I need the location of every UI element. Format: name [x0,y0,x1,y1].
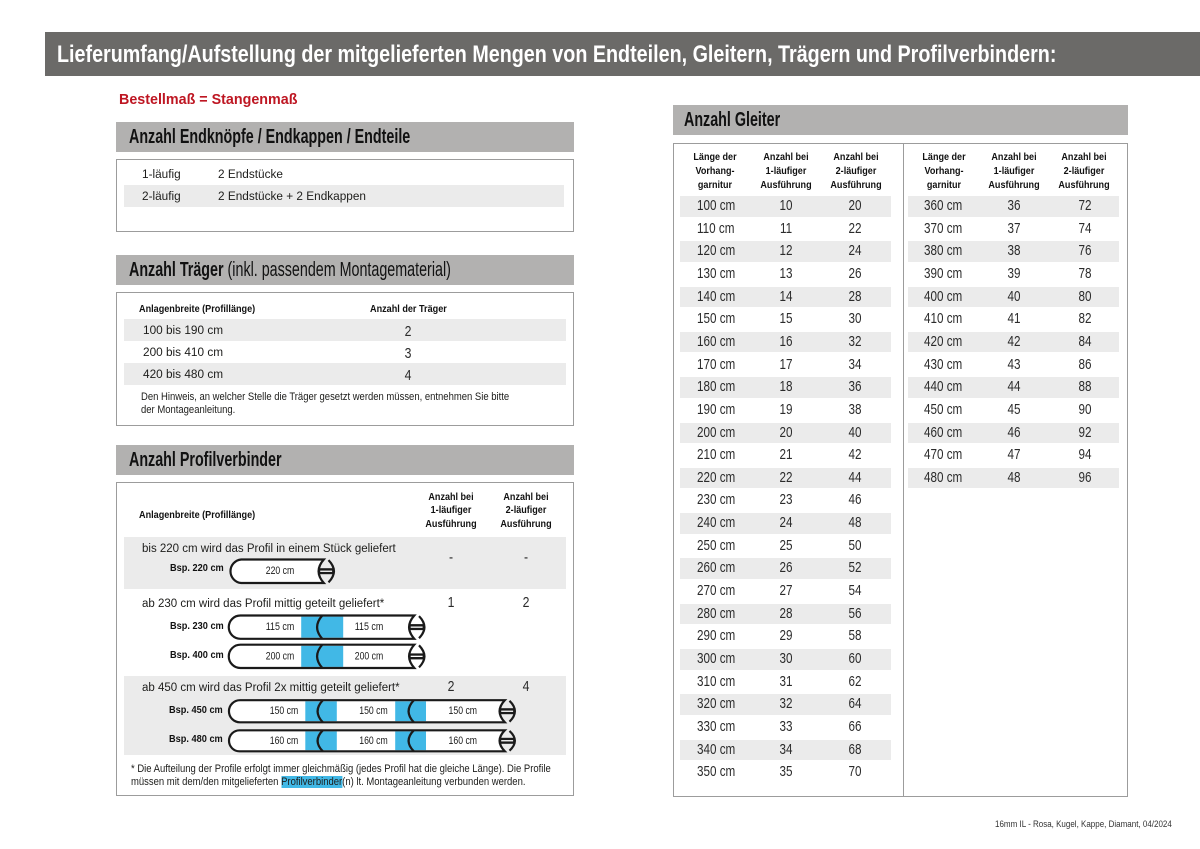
svg-text:115 cm: 115 cm [355,621,384,633]
svg-text:220 cm: 220 cm [266,565,295,577]
svg-text:150 cm: 150 cm [270,705,299,717]
svg-text:160 cm: 160 cm [449,735,478,747]
svg-text:160 cm: 160 cm [359,735,388,747]
svg-text:200 cm: 200 cm [266,650,295,662]
svg-text:150 cm: 150 cm [449,705,478,717]
svg-text:150 cm: 150 cm [359,705,388,717]
svg-text:115 cm: 115 cm [266,621,295,633]
svg-text:160 cm: 160 cm [270,735,299,747]
svg-text:200 cm: 200 cm [355,650,384,662]
